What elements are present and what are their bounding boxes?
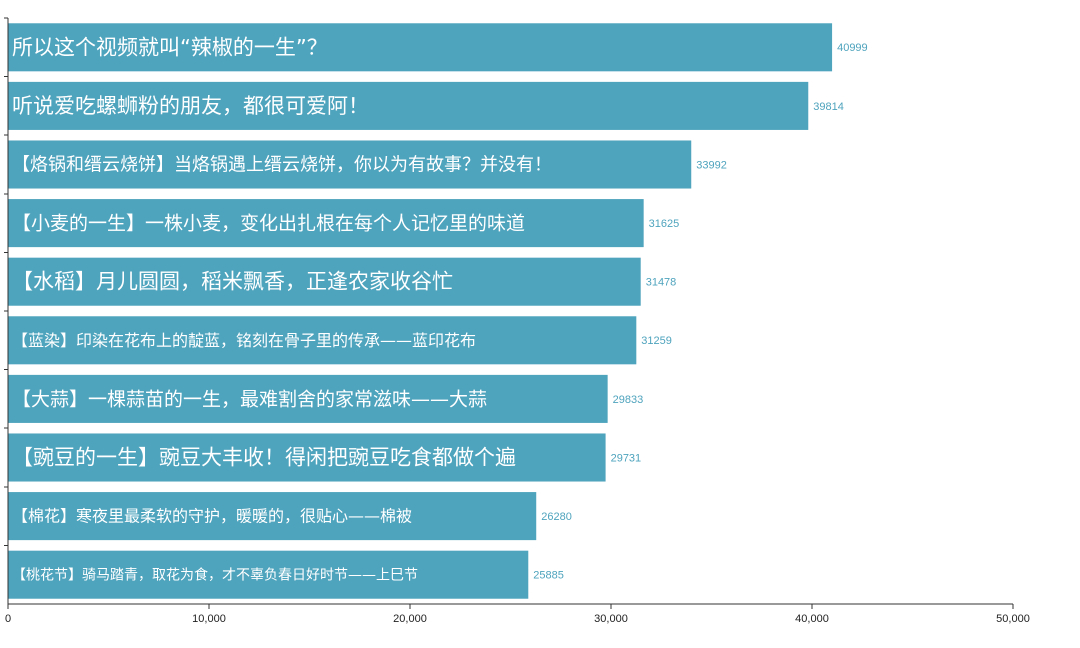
bar-value-label: 31259	[641, 335, 672, 347]
bar-group: 所以这个视频就叫“辣椒的一生”？ 40999	[8, 23, 868, 72]
bar-category-label: 【棉花】寒夜里最柔软的守护，暖暖的，很贴心——棉被	[12, 507, 412, 526]
bar-value-label: 31478	[646, 277, 677, 289]
bar-group: 【烙锅和缙云烧饼】当烙锅遇上缙云烧饼，你以为有故事？并没有！ 33992	[8, 140, 727, 189]
bar-value-label: 26280	[541, 511, 572, 523]
bar-value-label: 29833	[613, 394, 644, 406]
bar-value-label: 33992	[696, 159, 727, 171]
x-axis-tick-label: 50,000	[996, 613, 1030, 625]
bar-category-label: 【蓝染】印染在花布上的靛蓝，铭刻在骨子里的传承——蓝印花布	[12, 331, 476, 350]
bar	[8, 374, 608, 423]
bar	[8, 492, 537, 541]
bar-value-label: 31625	[649, 218, 680, 230]
bar	[8, 140, 692, 189]
bar	[8, 316, 637, 365]
bar	[8, 550, 529, 599]
bar-group: 【水稻】月儿圆圆，稻米飘香，正逢农家收谷忙 31478	[8, 257, 677, 306]
bar-category-label: 【小麦的一生】一株小麦，变化出扎根在每个人记忆里的味道	[12, 213, 525, 235]
bar-category-label: 【豌豆的一生】豌豆大丰收！得闲把豌豆吃食都做个遍	[12, 446, 516, 470]
bar-group: 【蓝染】印染在花布上的靛蓝，铭刻在骨子里的传承——蓝印花布 31259	[8, 316, 672, 365]
bar	[8, 433, 606, 482]
x-axis-ticks: 0 10,000 20,000 30,000 40,000 50,000	[5, 604, 1030, 625]
bar	[8, 23, 833, 72]
bar	[8, 257, 641, 306]
x-axis-tick-label: 40,000	[795, 613, 829, 625]
bar	[8, 199, 644, 248]
bar-group: 【大蒜】一棵蒜苗的一生，最难割舍的家常滋味——大蒜 29833	[8, 374, 644, 423]
bar-value-label: 40999	[837, 42, 868, 54]
bars-layer: 所以这个视频就叫“辣椒的一生”？ 40999 听说爱吃螺蛳粉的朋友，都很可爱阿！ 39…	[4, 17, 868, 599]
bar-value-label: 25885	[533, 570, 564, 582]
bar-group: 【棉花】寒夜里最柔软的守护，暖暖的，很贴心——棉被 26280	[8, 492, 572, 541]
bar-category-label: 所以这个视频就叫“辣椒的一生”？	[12, 35, 328, 59]
axes	[7, 18, 1013, 605]
x-axis-tick-label: 20,000	[393, 613, 427, 625]
bar-group: 【桃花节】骑马踏青，取花为食，才不辜负春日好时节——上巳节 25885	[8, 550, 564, 599]
bar-value-label: 39814	[813, 101, 844, 113]
bar-value-label: 29731	[611, 452, 642, 464]
bar-category-label: 【大蒜】一棵蒜苗的一生，最难割舍的家常滋味——大蒜	[12, 388, 487, 410]
bar-category-label: 【水稻】月儿圆圆，稻米飘香，正逢农家收谷忙	[12, 270, 453, 294]
bar-category-label: 听说爱吃螺蛳粉的朋友，都很可爱阿！	[12, 94, 369, 118]
bar-group: 【豌豆的一生】豌豆大丰收！得闲把豌豆吃食都做个遍 29731	[8, 433, 642, 482]
bar-group: 【小麦的一生】一株小麦，变化出扎根在每个人记忆里的味道 31625	[8, 199, 680, 248]
x-axis-tick-label: 10,000	[192, 613, 226, 625]
bar-category-label: 【桃花节】骑马踏青，取花为食，才不辜负春日好时节——上巳节	[12, 567, 418, 584]
x-axis-tick-label: 30,000	[594, 613, 628, 625]
bar-group: 听说爱吃螺蛳粉的朋友，都很可爱阿！ 39814	[8, 81, 844, 130]
bar	[8, 81, 809, 130]
x-axis-tick-label: 0	[5, 613, 11, 625]
bar-category-label: 【烙锅和缙云烧饼】当烙锅遇上缙云烧饼，你以为有故事？并没有！	[12, 155, 552, 176]
